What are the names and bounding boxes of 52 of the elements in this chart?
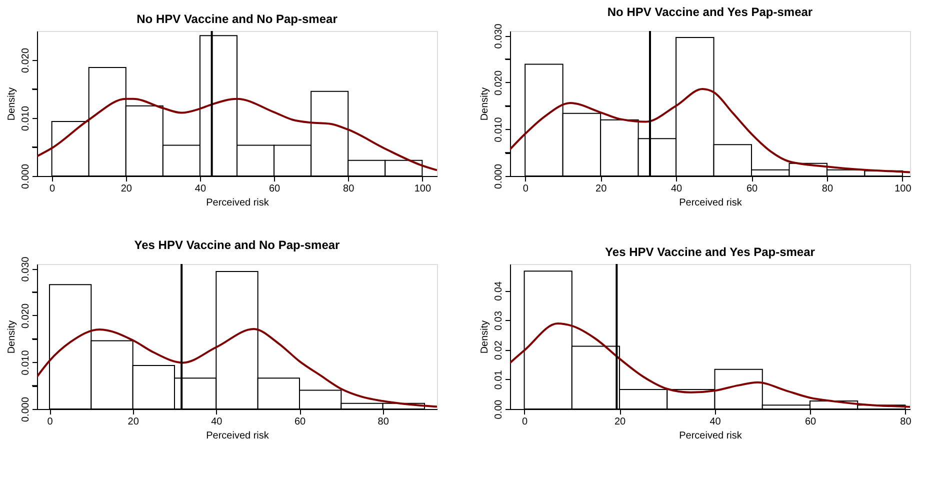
y-tick-label: 0.010	[494, 116, 504, 142]
y-tick-label: 0.01	[494, 370, 504, 390]
x-tick-label: 0	[522, 416, 528, 428]
y-tick-label: 0.030	[494, 23, 504, 49]
x-tick-label: 20	[596, 184, 608, 194]
x-tick-label: 60	[268, 184, 281, 194]
y-tick-label: 0.000	[20, 164, 32, 190]
x-axis-title: Perceived risk	[206, 430, 270, 442]
x-tick-label: 80	[822, 184, 834, 194]
y-tick-label: 0.010	[20, 350, 32, 376]
line-series	[37, 98, 437, 172]
y-tick-label: 0.020	[20, 303, 32, 328]
x-axis-title: Perceived risk	[206, 198, 270, 208]
chart-title: No HPV Vaccine and Yes Pap-smear	[607, 5, 813, 20]
x-tick-label: 60	[804, 416, 816, 428]
chart-title: No HPV Vaccine and No Pap-smear	[136, 12, 338, 26]
y-tick-label: 0.00	[494, 399, 504, 420]
x-axis-title: Perceived risk	[679, 198, 743, 208]
y-tick-label: 0.03	[494, 310, 504, 330]
y-axis-title: Density	[6, 320, 18, 354]
y-tick-label: 0.02	[494, 340, 504, 360]
y-tick-label: 0.010	[20, 106, 32, 132]
y-tick-label: 0.020	[20, 48, 32, 74]
x-tick-label: 100	[894, 184, 912, 194]
y-axis-title: Density	[480, 87, 490, 121]
x-tick-label: 0	[522, 184, 529, 194]
x-tick-label: 40	[194, 184, 206, 194]
y-tick-label: 0.04	[494, 280, 504, 301]
x-tick-label: 80	[900, 416, 912, 428]
x-tick-label: 20	[120, 184, 132, 194]
x-tick-label: 40	[670, 184, 683, 194]
x-tick-label: 80	[378, 416, 390, 428]
y-axis-title: Density	[6, 87, 18, 121]
x-tick-label: 20	[614, 416, 626, 428]
x-tick-label: 100	[414, 184, 432, 194]
y-tick-label: 0.000	[494, 164, 504, 190]
y-tick-label: 0.020	[494, 70, 504, 96]
x-tick-label: 60	[294, 416, 306, 428]
y-tick-label: 0.030	[20, 256, 32, 282]
x-tick-label: 0	[47, 416, 54, 428]
x-tick-label: 80	[343, 184, 355, 194]
x-axis-title: Perceived risk	[679, 430, 743, 442]
x-tick-label: 20	[128, 416, 140, 428]
x-tick-label: 40	[710, 416, 722, 428]
line-series	[510, 88, 910, 174]
y-tick-label: 0.000	[20, 396, 32, 422]
y-axis-title: Density	[480, 320, 490, 354]
x-tick-label: 0	[50, 184, 56, 194]
x-tick-label: 40	[211, 416, 223, 428]
chart-title: Yes HPV Vaccine and No Pap-smear	[134, 238, 340, 252]
x-tick-label: 60	[746, 184, 758, 194]
chart-title: Yes HPV Vaccine and Yes Pap-smear	[605, 245, 816, 259]
